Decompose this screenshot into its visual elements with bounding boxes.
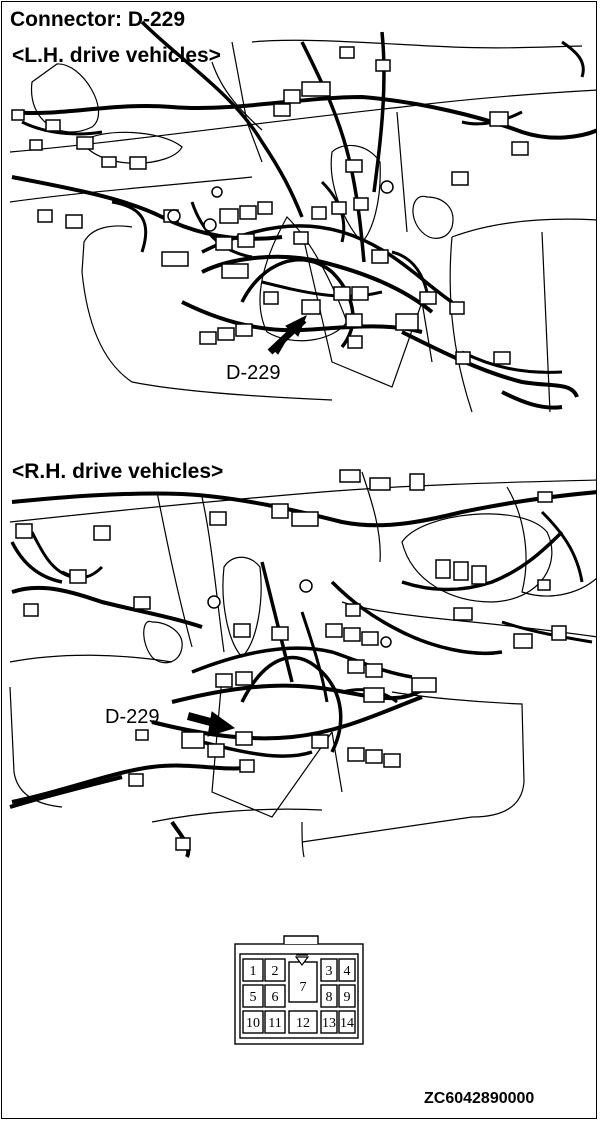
pin-3-label: 3	[326, 964, 333, 979]
pin-14-label: 14	[340, 1016, 354, 1031]
pin-7-label: 7	[300, 980, 307, 995]
pin-11-label: 11	[268, 1016, 281, 1031]
figure-code: ZC6042890000	[424, 1090, 535, 1107]
pin-5-label: 5	[250, 990, 257, 1005]
diagram-title: Connector: D-229	[10, 8, 186, 31]
pin-6-label: 6	[272, 990, 279, 1005]
pin-10-label: 10	[246, 1016, 260, 1031]
rh-connector-callout: D-229	[105, 706, 160, 728]
pin-1-label: 1	[250, 964, 257, 979]
pin-9-label: 9	[344, 990, 351, 1005]
lh-harness-illustration	[9, 20, 596, 413]
lh-connector-callout: D-229	[226, 362, 281, 384]
pin-4-label: 4	[344, 964, 351, 979]
rh-harness-illustration	[9, 469, 596, 858]
pin-8-label: 8	[326, 990, 333, 1005]
rh-drive-label: <R.H. drive vehicles>	[12, 460, 224, 483]
pin-13-label: 13	[322, 1016, 336, 1031]
pin-2-label: 2	[272, 964, 279, 979]
pin-12-label: 12	[296, 1016, 310, 1031]
lh-drive-label: <L.H. drive vehicles>	[12, 44, 221, 67]
